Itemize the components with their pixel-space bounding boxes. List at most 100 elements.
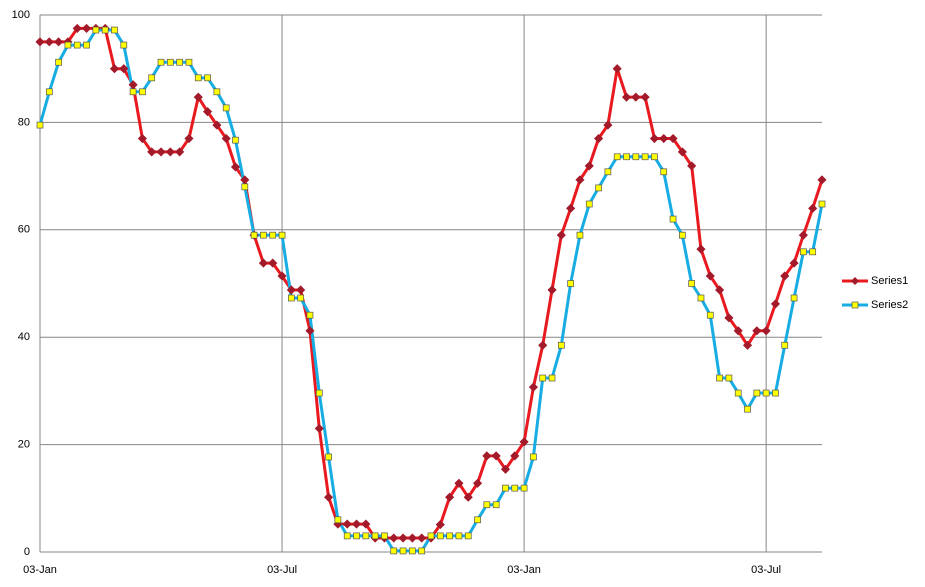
- data-point: [585, 200, 593, 208]
- data-point: [81, 23, 92, 33]
- data-point: [148, 74, 156, 82]
- data-point: [362, 532, 370, 540]
- data-point: [305, 326, 315, 336]
- data-point: [389, 533, 399, 543]
- data-point: [398, 533, 408, 543]
- data-point: [688, 280, 696, 287]
- data-point: [715, 285, 725, 295]
- data-point: [781, 341, 789, 349]
- data-point: [631, 92, 641, 102]
- data-point: [818, 200, 826, 208]
- data-point: [530, 453, 537, 461]
- data-point: [576, 231, 584, 239]
- data-point: [770, 299, 781, 309]
- data-point: [789, 258, 799, 268]
- data-point: [687, 161, 697, 171]
- data-point: [120, 41, 128, 49]
- data-point: [538, 340, 548, 350]
- y-tick-label: 100: [12, 9, 30, 21]
- data-point: [72, 23, 82, 33]
- data-point: [510, 451, 520, 461]
- data-point: [744, 405, 751, 413]
- data-point: [73, 41, 81, 49]
- legend-marker: [851, 301, 859, 309]
- data-point: [623, 153, 630, 161]
- data-point: [651, 153, 658, 161]
- data-point: [800, 248, 807, 256]
- data-point: [250, 231, 258, 239]
- series-line: [40, 26, 824, 540]
- data-point: [641, 153, 649, 161]
- x-tick-label: 03-Jul: [751, 564, 781, 576]
- data-point: [492, 501, 500, 509]
- data-point: [417, 533, 427, 543]
- data-point: [296, 285, 306, 295]
- data-point: [390, 547, 398, 555]
- y-tick-label: 40: [18, 331, 30, 343]
- data-point: [325, 453, 332, 461]
- data-point: [696, 244, 706, 254]
- data-point: [500, 464, 511, 474]
- data-point: [278, 231, 286, 239]
- data-point: [399, 547, 407, 555]
- data-point: [446, 532, 453, 540]
- data-point: [817, 175, 827, 185]
- data-point: [212, 120, 222, 130]
- data-point: [556, 230, 566, 240]
- data-point: [343, 532, 351, 540]
- data-point: [194, 74, 202, 82]
- data-point: [761, 326, 771, 336]
- data-point: [351, 519, 362, 529]
- data-point: [230, 162, 241, 172]
- data-point: [697, 294, 705, 302]
- data-point: [528, 382, 538, 392]
- data-point: [269, 231, 277, 239]
- data-point: [604, 168, 612, 176]
- data-point: [137, 133, 147, 144]
- data-point: [472, 478, 483, 488]
- data-point: [204, 74, 211, 82]
- data-point: [165, 147, 175, 157]
- data-point: [706, 311, 714, 319]
- data-point: [92, 26, 100, 34]
- y-tick-label: 0: [24, 546, 30, 558]
- data-point: [474, 516, 481, 524]
- data-point: [315, 389, 323, 397]
- data-point: [55, 58, 62, 66]
- series-line: [38, 28, 824, 553]
- data-point: [409, 547, 416, 555]
- x-tick-label: 03-Jan: [23, 564, 57, 576]
- legend-label: Series1: [871, 275, 908, 287]
- data-point: [119, 64, 129, 74]
- data-point: [780, 271, 790, 281]
- x-tick-label: 03-Jan: [507, 564, 541, 576]
- data-point: [109, 64, 120, 74]
- data-point: [733, 326, 743, 336]
- data-point: [668, 133, 678, 144]
- x-tick-label: 03-Jul: [267, 564, 297, 576]
- data-point: [258, 258, 268, 268]
- data-point: [772, 389, 779, 397]
- legend-marker: [851, 277, 859, 285]
- data-point: [157, 58, 165, 66]
- data-point: [45, 88, 53, 96]
- data-point: [464, 532, 472, 540]
- y-tick-label: 60: [18, 224, 30, 236]
- data-point: [213, 88, 221, 96]
- data-point: [176, 58, 183, 66]
- data-point: [314, 423, 324, 434]
- data-point: [407, 533, 417, 543]
- data-point: [753, 389, 761, 397]
- data-point: [798, 230, 808, 240]
- data-point: [324, 492, 334, 502]
- data-point: [808, 203, 818, 213]
- data-point: [752, 326, 762, 336]
- data-point: [184, 133, 194, 144]
- data-point: [156, 147, 166, 157]
- data-point: [371, 532, 379, 540]
- data-point: [129, 88, 137, 96]
- legend-label: Series2: [871, 299, 908, 311]
- data-point: [575, 175, 585, 185]
- data-point: [334, 516, 342, 524]
